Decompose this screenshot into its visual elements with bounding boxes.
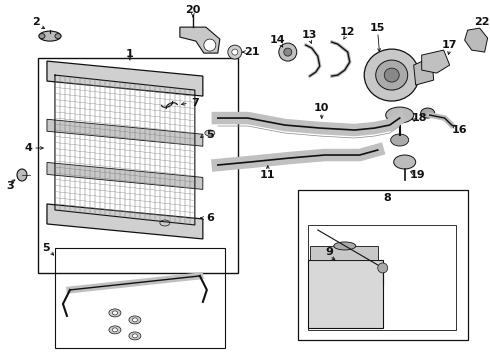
Polygon shape	[414, 57, 434, 85]
Text: 8: 8	[384, 193, 392, 203]
Bar	[55, 248, 225, 348]
Polygon shape	[47, 162, 203, 189]
Text: 21: 21	[244, 47, 260, 57]
Ellipse shape	[39, 31, 61, 41]
Ellipse shape	[334, 242, 356, 250]
Circle shape	[204, 39, 216, 51]
Text: 4: 4	[24, 143, 32, 153]
Polygon shape	[465, 28, 488, 52]
Ellipse shape	[205, 130, 215, 136]
Bar	[308, 260, 383, 328]
Ellipse shape	[386, 107, 414, 123]
Text: 5: 5	[42, 243, 50, 253]
Text: 16: 16	[452, 125, 467, 135]
Ellipse shape	[112, 311, 118, 315]
Circle shape	[284, 48, 292, 56]
Ellipse shape	[393, 155, 416, 169]
Text: 7: 7	[191, 98, 199, 108]
Text: 19: 19	[410, 170, 425, 180]
Circle shape	[228, 45, 242, 59]
Bar	[310, 246, 378, 260]
Ellipse shape	[364, 49, 419, 101]
Bar	[298, 190, 467, 340]
Text: 14: 14	[270, 35, 286, 45]
Ellipse shape	[129, 332, 141, 340]
Circle shape	[279, 43, 297, 61]
Bar	[38, 58, 238, 273]
Ellipse shape	[109, 309, 121, 317]
Text: 9: 9	[326, 247, 334, 257]
Text: 22: 22	[474, 17, 490, 27]
Text: 5: 5	[206, 130, 214, 140]
Text: 10: 10	[314, 103, 329, 113]
Ellipse shape	[17, 169, 27, 181]
Ellipse shape	[112, 328, 118, 332]
Polygon shape	[422, 50, 450, 73]
Ellipse shape	[384, 68, 399, 82]
Polygon shape	[47, 61, 203, 96]
Text: 15: 15	[370, 23, 386, 33]
Polygon shape	[180, 27, 220, 53]
Polygon shape	[47, 119, 203, 146]
Text: 1: 1	[126, 49, 134, 59]
Bar	[308, 225, 456, 330]
Ellipse shape	[160, 220, 170, 226]
Ellipse shape	[132, 334, 137, 338]
Ellipse shape	[132, 318, 137, 322]
Text: 17: 17	[442, 40, 457, 50]
Ellipse shape	[421, 108, 435, 118]
Ellipse shape	[391, 134, 409, 146]
Ellipse shape	[55, 33, 61, 39]
Text: 11: 11	[260, 170, 275, 180]
Circle shape	[378, 263, 388, 273]
Text: 13: 13	[302, 30, 318, 40]
Ellipse shape	[129, 316, 141, 324]
Text: 18: 18	[412, 113, 427, 123]
Ellipse shape	[39, 33, 45, 39]
Text: 6: 6	[206, 213, 214, 223]
Circle shape	[232, 49, 238, 55]
Ellipse shape	[376, 60, 408, 90]
Text: 3: 3	[6, 181, 14, 191]
Polygon shape	[47, 204, 203, 239]
Text: 20: 20	[185, 5, 200, 15]
Ellipse shape	[109, 326, 121, 334]
Text: 12: 12	[340, 27, 355, 37]
Text: 2: 2	[32, 17, 40, 27]
